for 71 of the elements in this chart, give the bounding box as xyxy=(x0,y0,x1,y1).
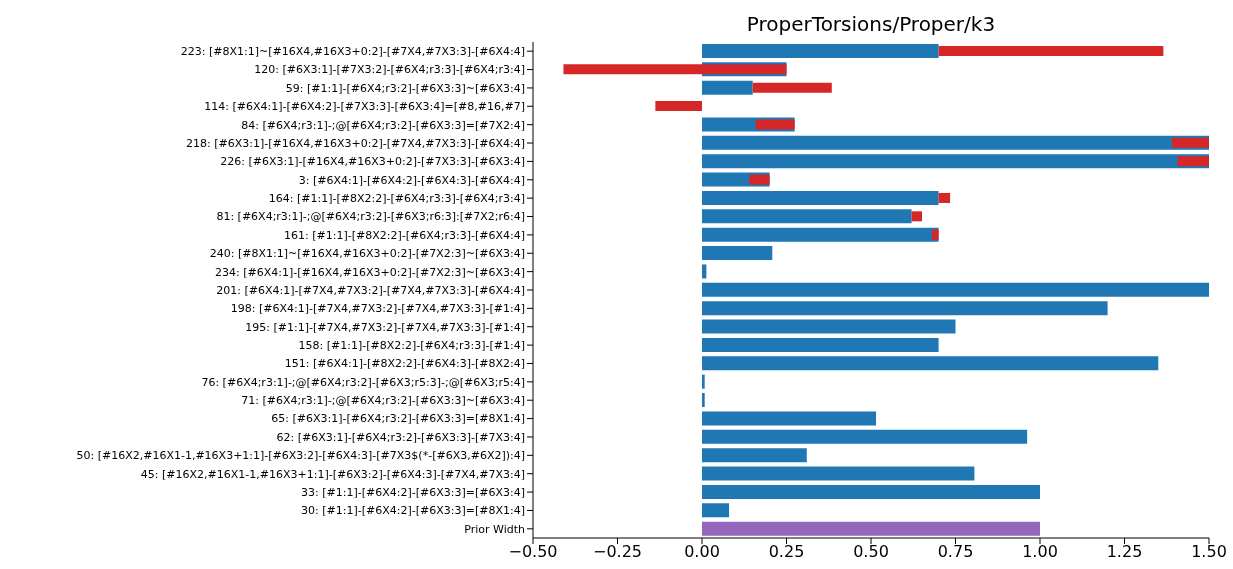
bar xyxy=(702,448,807,463)
y-tick-label: 33: [#1:1]-[#6X4:2]-[#6X3:3]=[#6X3:4] xyxy=(301,485,525,499)
x-tick-label: −0.50 xyxy=(508,542,558,562)
y-tick-label: 234: [#6X4:1]-[#16X4,#16X3+0:2]-[#7X2:3]~[#6X3:4] xyxy=(215,265,525,279)
bar xyxy=(755,119,795,130)
y-tick-label: 120: [#6X3:1]-[#7X3:2]-[#6X4;r3:3]-[#6X4;r3:4] xyxy=(254,63,525,77)
bar xyxy=(938,46,1164,56)
x-tick-label: 1.00 xyxy=(1022,542,1058,562)
y-tick-label: 151: [#6X4:1]-[#8X2:2]-[#6X4:3]-[#8X2:4] xyxy=(284,357,525,371)
bar xyxy=(702,227,939,242)
x-tick-label: 0.00 xyxy=(684,542,720,562)
y-tick-label: 62: [#6X3:1]-[#6X4;r3:2]-[#6X3:3]-[#7X3:4] xyxy=(276,430,525,444)
y-tick-label: 164: [#1:1]-[#8X2:2]-[#6X4;r3:3]-[#6X4;r3:4] xyxy=(268,192,525,206)
bar xyxy=(702,484,1040,499)
bar xyxy=(702,135,1209,150)
bar xyxy=(702,337,939,352)
y-tick-label: 114: [#6X4:1]-[#6X4:2]-[#7X3:3]-[#6X3:4]=[#8,#16,#7] xyxy=(204,100,525,114)
bar xyxy=(563,64,787,75)
bar xyxy=(702,319,956,334)
bar xyxy=(702,190,939,205)
y-tick-label: 50: [#16X2,#16X1-1,#16X3+1:1]-[#6X3:2]-[#6X4:3]-[#7X3$(*-[#6X3,#6X2]):4] xyxy=(76,449,525,463)
y-tick-label: 223: [#8X1:1]~[#16X4,#16X3+0:2]-[#7X4,#7X3:3]-[#6X4:4] xyxy=(180,45,525,59)
bar xyxy=(702,246,773,261)
bar xyxy=(702,429,1028,444)
bar xyxy=(911,211,923,222)
bar xyxy=(702,44,939,58)
bar xyxy=(1171,137,1209,148)
x-tick-label: 1.25 xyxy=(1106,542,1143,562)
y-tick-label: 240: [#8X1:1]~[#16X4,#16X3+0:2]-[#7X2:3]~[#6X3:4] xyxy=(209,247,525,261)
chart-title: ProperTorsions/Proper/k3 xyxy=(745,12,997,36)
bar xyxy=(702,374,705,389)
y-tick-label: 218: [#6X3:1]-[#16X4,#16X3+0:2]-[#7X4,#7X3:3]-[#6X4:4] xyxy=(186,136,525,150)
bar xyxy=(749,174,770,185)
y-tick-label: 158: [#1:1]-[#8X2:2]-[#6X4;r3:3]-[#1:4] xyxy=(298,339,525,353)
y-tick-label: 84: [#6X4;r3:1]-;@[#6X4;r3:2]-[#6X3:3]=[#7X2:4] xyxy=(241,118,525,132)
x-tick-label: 1.50 xyxy=(1191,542,1227,562)
bar xyxy=(702,393,705,408)
bar xyxy=(702,521,1040,536)
y-tick-label: 198: [#6X4:1]-[#7X4,#7X3:2]-[#7X4,#7X3:3]-[#1:4] xyxy=(230,302,525,316)
bar xyxy=(702,503,730,518)
y-tick-label: 226: [#6X3:1]-[#16X4,#16X3+0:2]-[#7X3:3]-[#6X3:4] xyxy=(220,155,525,169)
y-tick-label: 30: [#1:1]-[#6X4:2]-[#6X3:3]=[#8X1:4] xyxy=(301,504,525,518)
bar xyxy=(702,301,1108,316)
bar xyxy=(702,154,1209,169)
y-tick-label: 81: [#6X4;r3:1]-;@[#6X4;r3:2]-[#6X3;r6:3]:[#7X2;r6:4] xyxy=(216,210,525,224)
bar xyxy=(1177,156,1209,167)
y-tick-label: 71: [#6X4;r3:1]-;@[#6X4;r3:2]-[#6X3:3]~[#6X3:4] xyxy=(241,394,525,408)
x-tick-label: 0.50 xyxy=(853,542,889,562)
y-tick-label: 195: [#1:1]-[#7X4,#7X3:2]-[#7X4,#7X3:3]-[#1:4] xyxy=(245,320,525,334)
y-tick-label: 3: [#6X4:1]-[#6X4:2]-[#6X4:3]-[#6X4:4] xyxy=(298,173,525,187)
bar xyxy=(702,356,1159,371)
bar xyxy=(702,282,1209,297)
y-tick-label: Prior Width xyxy=(464,522,526,536)
bar xyxy=(931,229,939,240)
bar xyxy=(702,209,912,224)
bar xyxy=(702,466,975,481)
bar xyxy=(752,82,832,93)
x-tick-label: −0.25 xyxy=(592,542,643,562)
bar xyxy=(655,101,702,112)
y-tick-label: 65: [#6X3:1]-[#6X4;r3:2]-[#6X3:3]=[#8X1:4] xyxy=(271,412,525,426)
bar xyxy=(702,411,877,426)
bar xyxy=(702,264,707,279)
y-tick-label: 76: [#6X4;r3:1]-;@[#6X4;r3:2]-[#6X3;r5:3]-;@[#6X3;r5:4] xyxy=(201,375,525,389)
x-tick-label: 0.25 xyxy=(768,542,805,562)
y-tick-label: 59: [#1:1]-[#6X4;r3:2]-[#6X3:3]~[#6X3:4] xyxy=(285,81,525,95)
bar xyxy=(938,192,951,203)
y-tick-label: 201: [#6X4:1]-[#7X4,#7X3:2]-[#7X4,#7X3:3]-[#6X4:4] xyxy=(216,283,525,297)
bar xyxy=(702,80,753,95)
y-tick-label: 45: [#16X2,#16X1-1,#16X3+1:1]-[#6X3:2]-[#6X4:3]-[#7X4,#7X3:4] xyxy=(140,467,525,481)
x-tick-label: 0.75 xyxy=(937,542,974,562)
y-tick-label: 161: [#1:1]-[#8X2:2]-[#6X4;r3:3]-[#6X4:4] xyxy=(284,228,525,242)
